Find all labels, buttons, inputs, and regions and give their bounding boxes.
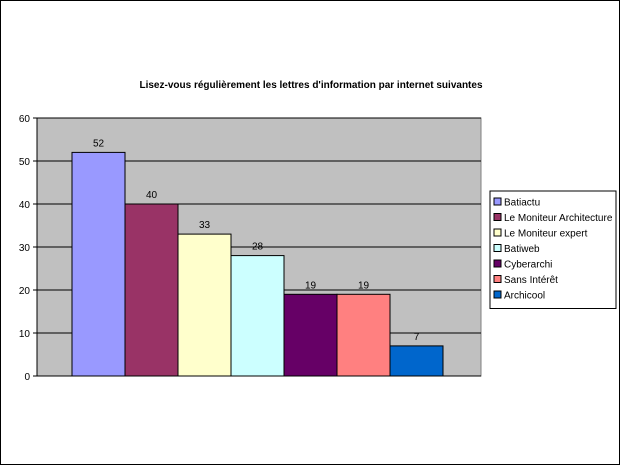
bar-value-label: 52 [93, 138, 105, 149]
legend-swatch [493, 244, 502, 252]
y-tick-label: 60 [19, 114, 31, 125]
legend-label: Cyberarchi [504, 260, 552, 271]
bar-value-label: 19 [305, 280, 317, 291]
legend-label: Le Moniteur expert [504, 229, 588, 240]
bar-batiweb [230, 255, 285, 377]
legend: Batiactu Le Moniteur Architecture Le Monit… [489, 190, 617, 309]
bar-sans-int-r-t [336, 293, 391, 377]
bar-le-moniteur-architecture [124, 203, 179, 377]
legend-box [489, 190, 617, 309]
bar-batiactu [71, 151, 126, 377]
legend-swatch [493, 228, 502, 237]
legend-label: Batiactu [504, 198, 540, 209]
legend-label: Batiweb [504, 244, 540, 255]
labels-layer: 52 40 33 28 19 19 7 [93, 138, 420, 343]
y-tick-label: 30 [19, 243, 31, 254]
bar-value-label: 28 [252, 242, 264, 253]
y-tick-label: 40 [19, 200, 31, 211]
bar-value-label: 7 [414, 332, 420, 343]
y-tick-label: 20 [19, 286, 31, 297]
legend-swatch [493, 259, 502, 268]
bar-value-label: 19 [358, 280, 370, 291]
y-tick-label: 50 [19, 157, 31, 168]
bar-le-moniteur-expert [177, 233, 232, 377]
y-tick-label: 0 [24, 372, 30, 383]
bar-value-label: 33 [199, 220, 211, 231]
legend-swatch [493, 275, 502, 283]
legend-swatch [493, 213, 502, 221]
legend-swatch [493, 290, 502, 299]
bars-layer [71, 151, 444, 377]
bar-archicool [389, 345, 444, 377]
legend-label: Archicool [504, 291, 545, 302]
bar-value-label: 40 [146, 190, 158, 201]
chart-title: Lisez-vous régulièrement les lettres d'i… [139, 80, 482, 91]
y-tick-label: 10 [19, 329, 31, 340]
legend-swatch [493, 197, 502, 206]
bar-cyberarchi [283, 293, 338, 377]
legend-label: Le Moniteur Architecture [504, 213, 613, 224]
legend-label: Sans Intérêt [504, 275, 558, 286]
